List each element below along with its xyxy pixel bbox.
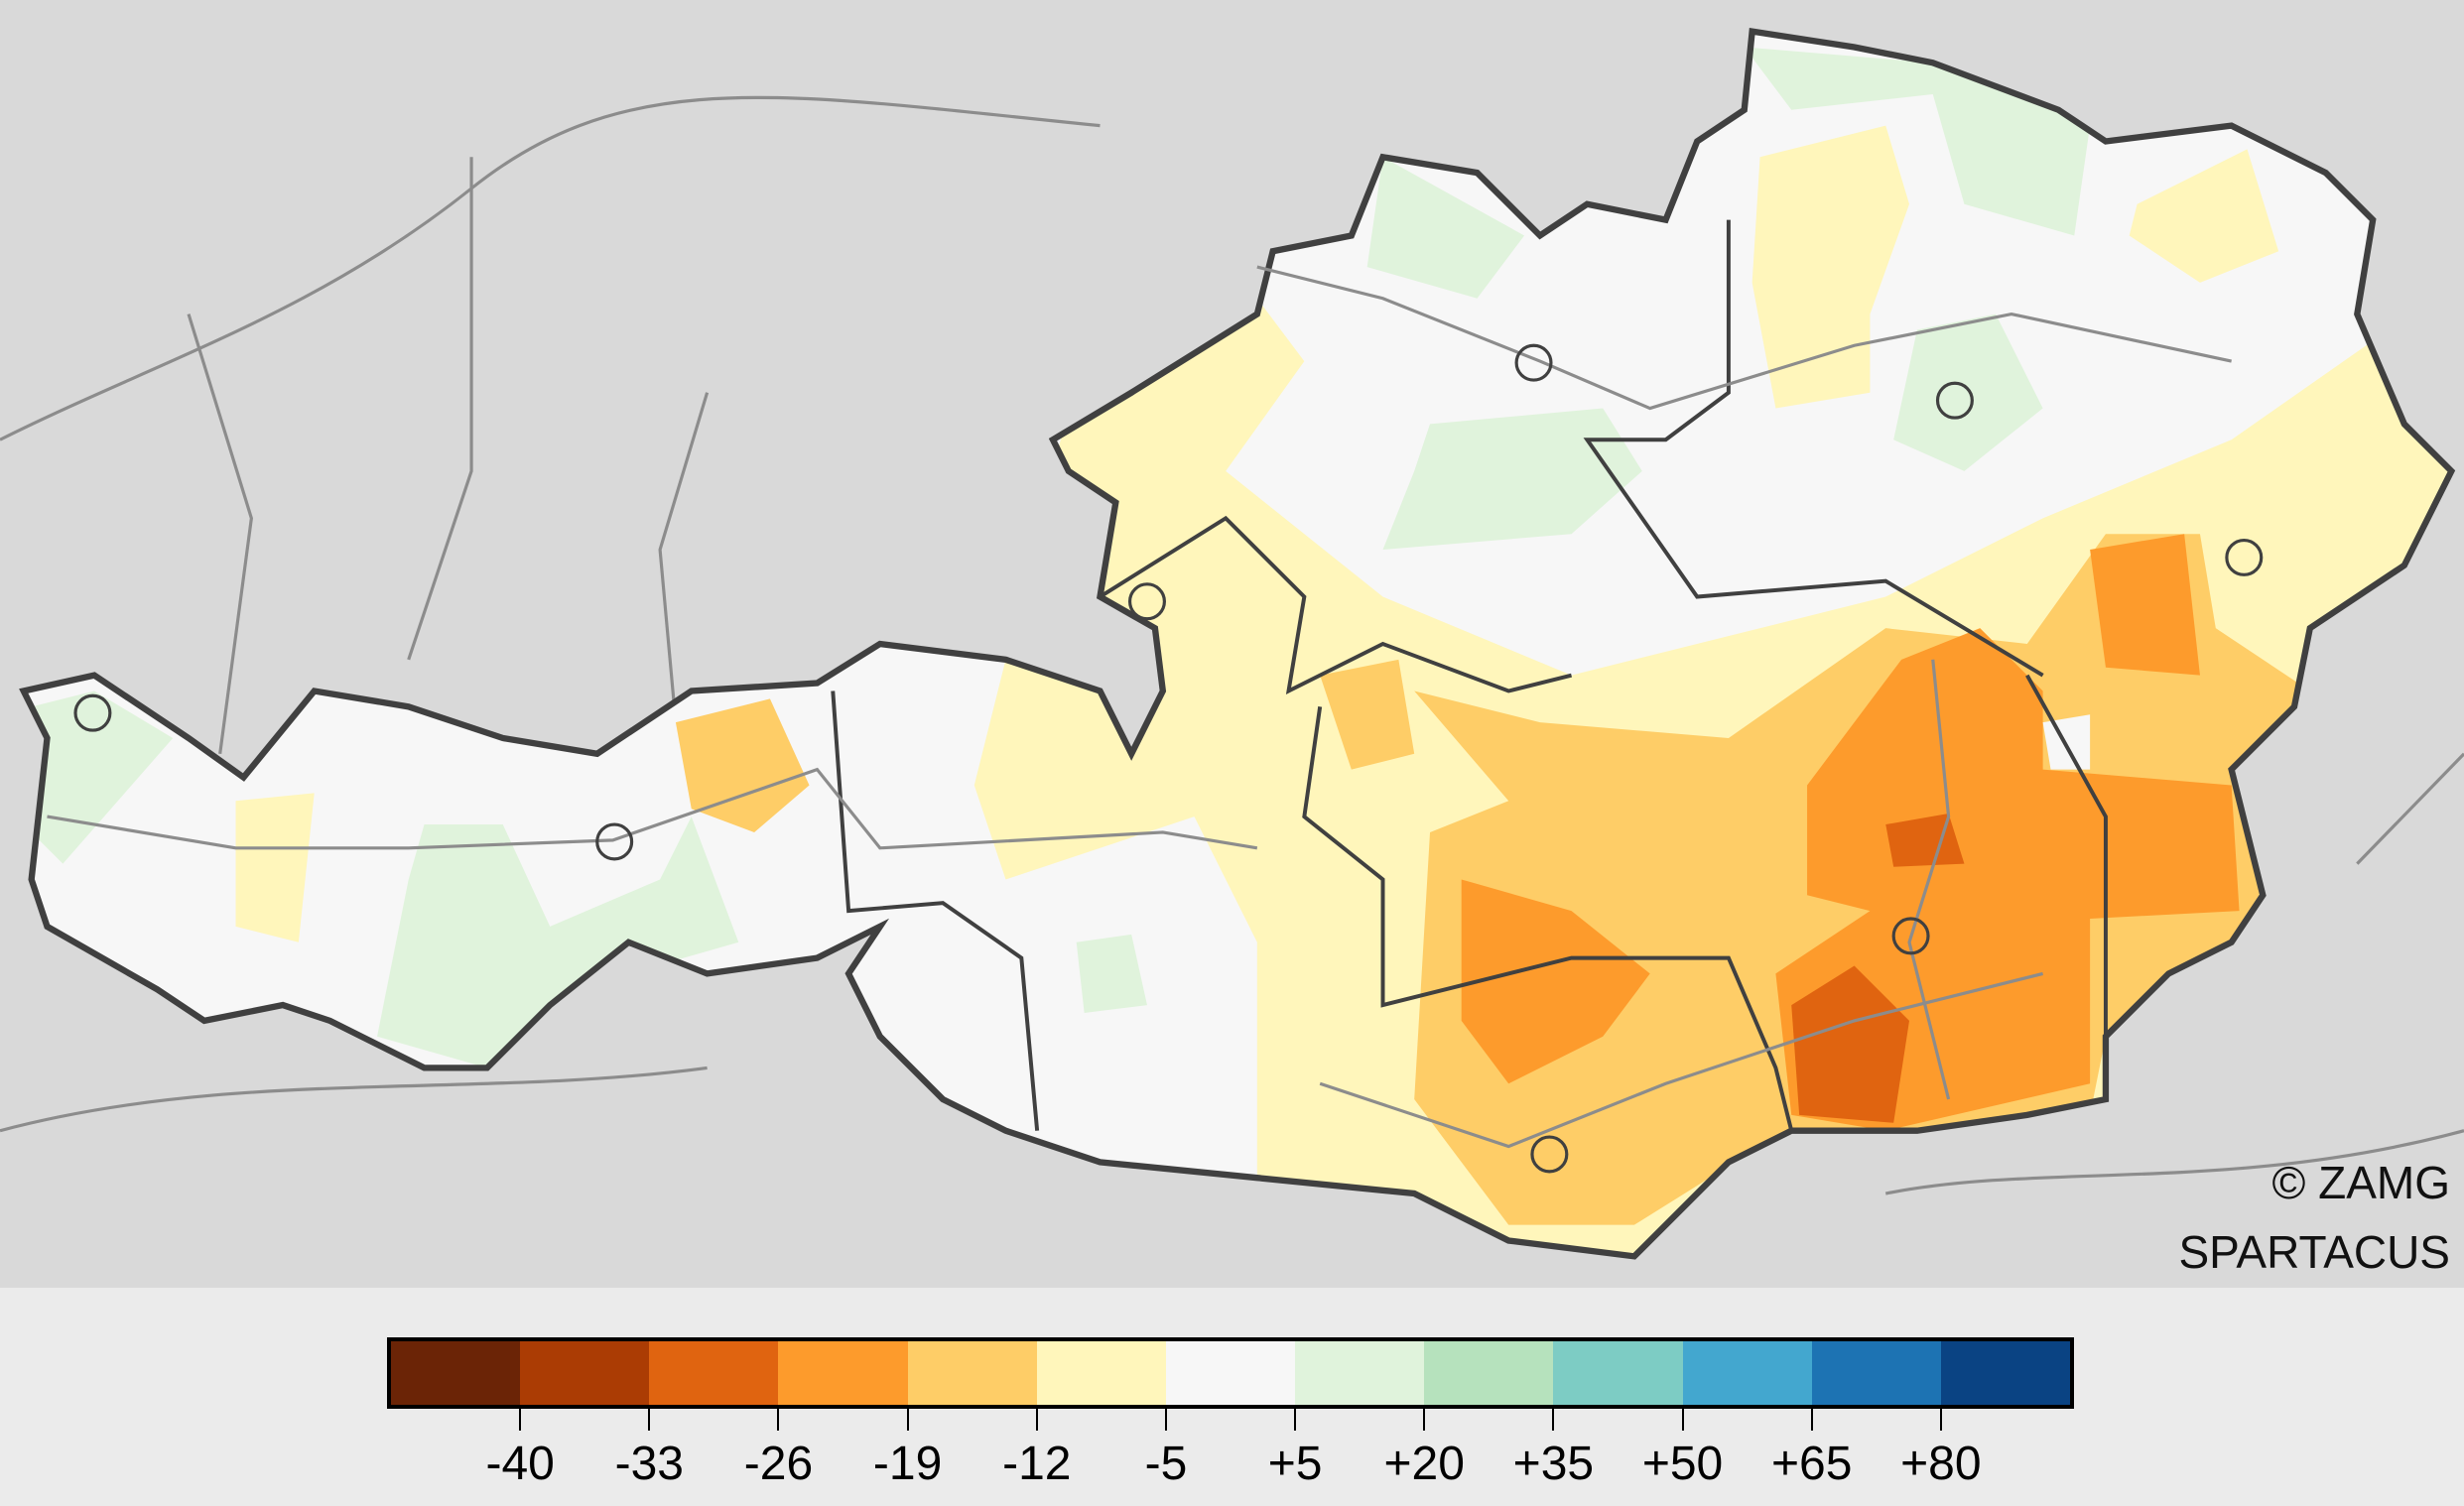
zone-minus26 — [1791, 965, 1910, 1123]
dataset-label: SPARTACUS — [2178, 1226, 2450, 1278]
legend-swatch — [1036, 1341, 1166, 1405]
neighbor-rivers — [0, 95, 2464, 1195]
precipitation-anomaly-map — [0, 0, 2464, 1288]
legend-tick — [1810, 1409, 1813, 1431]
legend-tick-label: -19 — [872, 1438, 943, 1490]
rivers — [47, 265, 2232, 1149]
legend-tick-label: -40 — [485, 1438, 555, 1490]
legend-tick-label: +20 — [1383, 1438, 1465, 1490]
legend-swatch — [1553, 1341, 1683, 1405]
city-marker-st-poelten — [1935, 381, 1974, 420]
legend-tick-label: -12 — [1002, 1438, 1072, 1490]
legend-tick — [1294, 1409, 1297, 1431]
color-legend — [387, 1337, 2074, 1409]
legend-tick — [1035, 1409, 1038, 1431]
city-marker-graz — [1891, 917, 1930, 955]
legend-swatch — [520, 1341, 650, 1405]
legend-tick-label: +35 — [1512, 1438, 1595, 1490]
legend-tick-label: -26 — [743, 1438, 814, 1490]
legend-tick-label: +80 — [1900, 1438, 1982, 1490]
city-marker-innsbruck — [595, 822, 634, 861]
legend-tick — [1939, 1409, 1942, 1431]
legend-swatch — [1295, 1341, 1425, 1405]
city-marker-salzburg — [1127, 582, 1166, 621]
copyright-label: © ZAMG — [2271, 1157, 2450, 1208]
legend-tick-label: -33 — [614, 1438, 684, 1490]
city-marker-bregenz — [73, 693, 112, 732]
legend-tick — [648, 1409, 651, 1431]
legend-swatch — [1165, 1341, 1296, 1405]
city-marker-klagenfurt — [1530, 1135, 1569, 1174]
legend-tick — [906, 1409, 909, 1431]
legend-swatch — [649, 1341, 779, 1405]
legend-swatch — [1424, 1341, 1554, 1405]
legend-tick-label: +5 — [1267, 1438, 1323, 1490]
legend-tick — [1552, 1409, 1555, 1431]
legend-swatch — [778, 1341, 908, 1405]
legend-tick — [519, 1409, 522, 1431]
city-markers — [73, 343, 2264, 1174]
legend-swatch — [1940, 1341, 2071, 1405]
legend-tick — [1164, 1409, 1167, 1431]
legend-swatch — [1811, 1341, 1941, 1405]
legend-swatch — [907, 1341, 1037, 1405]
legend-tick-label: +65 — [1770, 1438, 1853, 1490]
legend-swatch — [391, 1341, 521, 1405]
legend-tick — [1681, 1409, 1684, 1431]
legend-tick — [777, 1409, 780, 1431]
city-marker-linz — [1514, 343, 1553, 382]
legend-tick-label: +50 — [1641, 1438, 1724, 1490]
legend-tick — [1423, 1409, 1426, 1431]
city-marker-eisenstadt — [2225, 538, 2264, 576]
legend-swatch — [1682, 1341, 1812, 1405]
legend-tick-label: -5 — [1144, 1438, 1188, 1490]
